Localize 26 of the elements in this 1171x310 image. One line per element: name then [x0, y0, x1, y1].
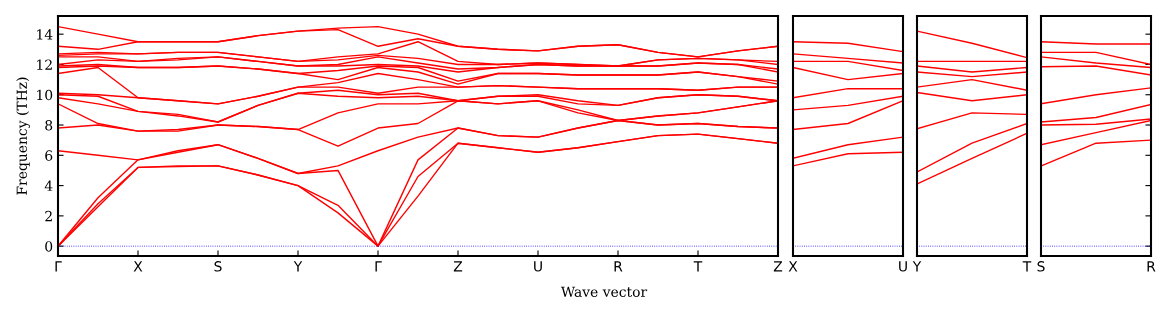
- x-tick-label: Y: [293, 261, 303, 272]
- y-tick-label: 6: [45, 150, 53, 161]
- x-tick-label: R: [1147, 261, 1156, 272]
- y-tick-label: 4: [44, 180, 53, 191]
- x-tick-label: U: [534, 261, 542, 272]
- y-tick-label: 8: [45, 119, 53, 131]
- y-axis-title: Frequency (THz): [16, 77, 30, 195]
- y-tick-label: 0: [45, 241, 53, 252]
- x-tick-label: T: [1022, 261, 1032, 272]
- x-tick-label: Y: [912, 261, 922, 272]
- x-tick-label: R: [614, 261, 623, 272]
- x-tick-label: S: [214, 261, 222, 272]
- x-tick-label: Z: [453, 261, 463, 272]
- x-tick-label: T: [693, 261, 703, 272]
- y-tick-label: 14: [37, 29, 53, 40]
- x-tick-label: Z: [773, 261, 783, 272]
- x-tick-label: X: [788, 261, 798, 272]
- x-tick-label: Γ: [375, 261, 382, 272]
- y-tick-label: 10: [37, 89, 53, 101]
- y-tick-label: 12: [37, 59, 52, 70]
- x-tick-label: Γ: [55, 261, 62, 272]
- x-tick-label: X: [133, 261, 143, 272]
- x-tick-label: U: [899, 261, 907, 272]
- x-tick-label: S: [1037, 261, 1045, 272]
- y-tick-label: 2: [45, 210, 52, 222]
- x-axis-title: Wave vector: [560, 286, 648, 297]
